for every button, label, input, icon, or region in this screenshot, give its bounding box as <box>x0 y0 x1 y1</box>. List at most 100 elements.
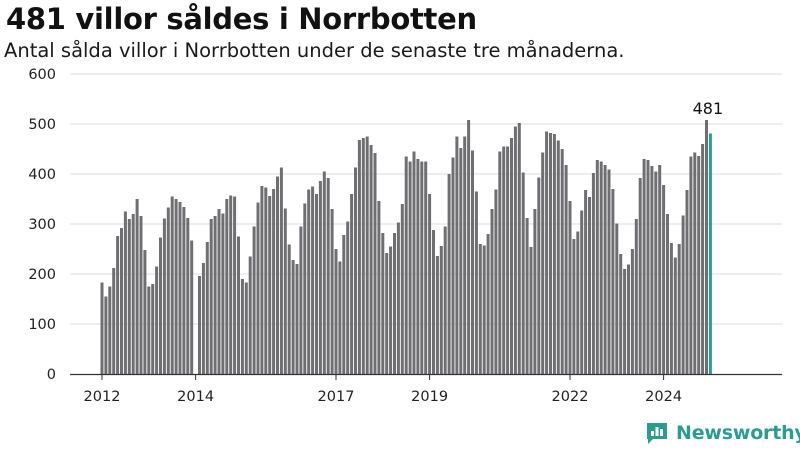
bar <box>630 249 634 374</box>
brand-logo: Newsworthy <box>644 418 800 448</box>
bar <box>662 185 666 374</box>
bar <box>490 209 494 374</box>
bar <box>221 213 225 374</box>
bar <box>439 246 443 374</box>
bar <box>482 245 486 374</box>
bar <box>502 146 506 374</box>
bar <box>385 253 389 374</box>
bar <box>361 138 365 374</box>
bar <box>330 209 334 374</box>
bar <box>642 159 646 374</box>
bar <box>112 268 116 374</box>
x-tick-label: 2014 <box>177 389 214 405</box>
bar <box>697 156 701 374</box>
bar <box>478 244 482 374</box>
bar <box>127 219 131 374</box>
bar <box>369 145 373 374</box>
y-tick-label: 400 <box>28 167 56 183</box>
bar <box>354 167 357 374</box>
bar <box>268 196 272 374</box>
bar <box>299 226 303 374</box>
last-value-label: 481 <box>693 99 724 118</box>
chart-title: 481 villor såldes i Norrbotten <box>6 2 477 36</box>
bar <box>568 201 572 374</box>
bar <box>120 228 123 374</box>
bar <box>435 256 439 374</box>
y-tick-label: 300 <box>28 217 56 233</box>
x-tick-label: 2012 <box>84 389 121 405</box>
bar <box>155 266 159 374</box>
bar <box>533 209 537 374</box>
bar <box>701 144 705 374</box>
bar <box>123 211 127 374</box>
bar <box>685 190 689 374</box>
bar <box>151 284 155 374</box>
bar <box>135 199 139 374</box>
bar <box>256 202 260 374</box>
bar <box>279 167 283 374</box>
bar <box>658 165 662 374</box>
bar <box>615 223 619 374</box>
bar <box>272 189 276 374</box>
bar <box>389 246 393 374</box>
bar <box>264 187 268 374</box>
bar <box>552 134 556 374</box>
bar <box>498 151 502 374</box>
bar <box>549 133 552 374</box>
bar <box>669 243 673 374</box>
bar <box>467 120 471 374</box>
bar <box>599 161 603 374</box>
bar <box>244 282 248 374</box>
bar <box>513 126 517 374</box>
bar <box>334 249 338 374</box>
bar <box>623 269 627 374</box>
bar <box>131 214 135 374</box>
bar <box>486 234 490 374</box>
bar <box>174 199 178 374</box>
bar <box>677 244 681 374</box>
bar <box>252 226 256 374</box>
x-axis: 2012 2014 2017 2019 2022 2024 <box>70 373 782 405</box>
bar <box>459 148 463 374</box>
bar <box>198 276 201 374</box>
bar <box>260 186 264 374</box>
bar <box>147 286 151 374</box>
x-tick-label: 2024 <box>645 389 682 405</box>
bar <box>229 195 233 374</box>
bar <box>611 189 615 374</box>
bar <box>322 171 326 374</box>
bar <box>689 156 693 374</box>
bar <box>603 165 607 374</box>
bar <box>393 233 396 374</box>
bar <box>287 244 291 374</box>
bar <box>326 178 330 374</box>
bar <box>510 138 513 374</box>
bar <box>556 140 560 374</box>
bar <box>525 218 529 374</box>
bar <box>365 136 369 374</box>
bar <box>455 136 459 374</box>
bar <box>517 123 521 374</box>
chart-subtitle: Antal sålda villor i Norrbotten under de… <box>4 39 625 62</box>
bar <box>607 169 611 374</box>
bar <box>541 152 545 374</box>
chart-bars <box>100 120 712 374</box>
x-tick-label: 2019 <box>411 389 448 405</box>
bar <box>357 140 361 374</box>
bar <box>560 149 564 374</box>
y-tick-label: 0 <box>47 367 56 383</box>
bar <box>521 172 525 374</box>
bar <box>307 189 311 374</box>
bar <box>673 257 677 374</box>
bar <box>100 282 104 374</box>
bar <box>627 264 630 374</box>
bar <box>424 161 428 374</box>
bar <box>303 203 307 374</box>
bar <box>373 153 377 374</box>
bar <box>116 236 120 374</box>
bar <box>404 156 408 374</box>
bar <box>428 194 432 374</box>
bar <box>447 174 451 374</box>
bar <box>412 151 416 374</box>
bar <box>350 194 354 374</box>
